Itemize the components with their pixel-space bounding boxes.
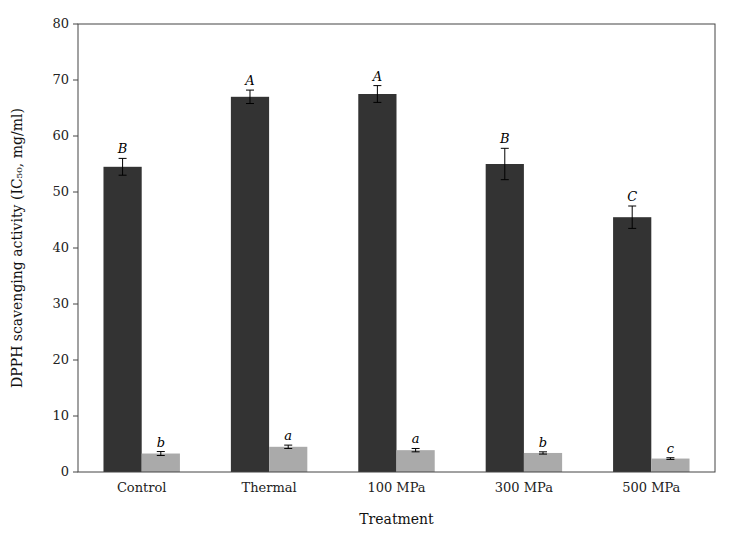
error-bar-line — [249, 90, 250, 103]
plot-background — [78, 24, 715, 472]
error-bar-cap — [666, 459, 674, 460]
y-tick-label: 0 — [61, 464, 69, 479]
y-tick — [73, 416, 78, 417]
error-bar — [119, 158, 127, 175]
y-tick-label: 60 — [52, 128, 69, 143]
bar — [269, 447, 307, 472]
y-tick-label: 50 — [52, 184, 69, 199]
significance-label: a — [412, 431, 420, 446]
y-tick-label: 10 — [52, 408, 69, 423]
significance-label: A — [244, 73, 254, 88]
y-axis: 0 10 20 30 40 50 60 70 80 — [52, 16, 78, 479]
error-bar-line — [504, 148, 505, 179]
error-bar-cap — [157, 451, 165, 452]
error-bar — [539, 452, 547, 454]
chart-container: 0 10 20 30 40 50 60 70 80 B A A B Cb a a b c Control Therma… — [0, 0, 735, 538]
error-bar-cap — [666, 457, 674, 458]
x-axis-label: Treatment — [359, 511, 434, 527]
error-bar-cap — [501, 148, 509, 149]
error-bar-cap — [246, 103, 254, 104]
error-bar-cap — [119, 175, 127, 176]
y-tick-label: 30 — [52, 296, 69, 311]
error-bar-cap — [284, 448, 292, 449]
significance-label: B — [499, 131, 510, 146]
y-tick-label: 20 — [52, 352, 69, 367]
y-tick — [73, 136, 78, 137]
bar-annotations: B A A B Cb a a b c — [117, 69, 675, 456]
y-tick — [73, 192, 78, 193]
error-bar — [628, 206, 636, 228]
error-bar-cap — [412, 448, 420, 449]
error-bar — [666, 458, 674, 460]
x-tick-label: 500 MPa — [622, 480, 680, 495]
significance-label: b — [157, 435, 165, 450]
error-bar-cap — [539, 451, 547, 452]
error-bar — [412, 448, 420, 451]
error-bar-cap — [412, 451, 420, 452]
chart-svg: 0 10 20 30 40 50 60 70 80 B A A B Cb a a b c Control Therma… — [0, 0, 735, 538]
error-bar-cap — [373, 85, 381, 86]
significance-label: b — [539, 435, 547, 450]
y-axis-label: DPPH scavenging activity (IC₅₀, mg/ml) — [9, 108, 25, 388]
error-bar-line — [288, 445, 289, 448]
bar — [397, 450, 435, 472]
y-tick — [73, 360, 78, 361]
error-bar-cap — [284, 445, 292, 446]
y-tick — [73, 472, 78, 473]
error-bar-cap — [501, 179, 509, 180]
y-tick — [73, 304, 78, 305]
error-bar-cap — [628, 206, 636, 207]
error-bar — [157, 452, 165, 456]
bar — [524, 453, 562, 472]
x-tick-label: Thermal — [242, 480, 297, 495]
error-bar-line — [632, 206, 633, 228]
x-tick-label: 300 MPa — [495, 480, 553, 495]
error-bar-cap — [119, 158, 127, 159]
error-bar-line — [377, 86, 378, 103]
significance-label: C — [627, 189, 637, 204]
error-bar-cap — [539, 454, 547, 455]
significance-label: A — [372, 69, 382, 84]
error-bar-cap — [157, 455, 165, 456]
y-tick — [73, 248, 78, 249]
x-tick-label: Control — [117, 480, 167, 495]
bar — [103, 167, 141, 472]
bars — [103, 86, 689, 472]
y-tick-label: 40 — [52, 240, 69, 255]
x-axis: Control Thermal 100 MPa 300 MPa 500 MPa — [117, 480, 681, 495]
significance-label: a — [284, 428, 292, 443]
plot-frame — [78, 24, 715, 472]
x-tick-label: 100 MPa — [367, 480, 425, 495]
error-bar — [246, 90, 254, 103]
y-tick-label: 70 — [52, 72, 69, 87]
significance-label: B — [117, 141, 128, 156]
error-bar — [284, 445, 292, 448]
bar — [613, 217, 651, 472]
bar — [142, 454, 180, 472]
bar — [358, 94, 396, 472]
bar — [651, 459, 689, 472]
error-bar-cap — [373, 102, 381, 103]
error-bar — [373, 86, 381, 103]
significance-label: c — [667, 441, 675, 456]
error-bar-cap — [246, 90, 254, 91]
y-tick-label: 80 — [52, 16, 69, 31]
error-bar-line — [415, 448, 416, 451]
bar — [486, 164, 524, 472]
error-bar — [501, 148, 509, 179]
error-bar-line — [122, 158, 123, 175]
error-bar-cap — [628, 228, 636, 229]
bar — [231, 97, 269, 472]
y-tick — [73, 80, 78, 81]
error-bar-line — [160, 452, 161, 456]
y-tick — [73, 24, 78, 25]
